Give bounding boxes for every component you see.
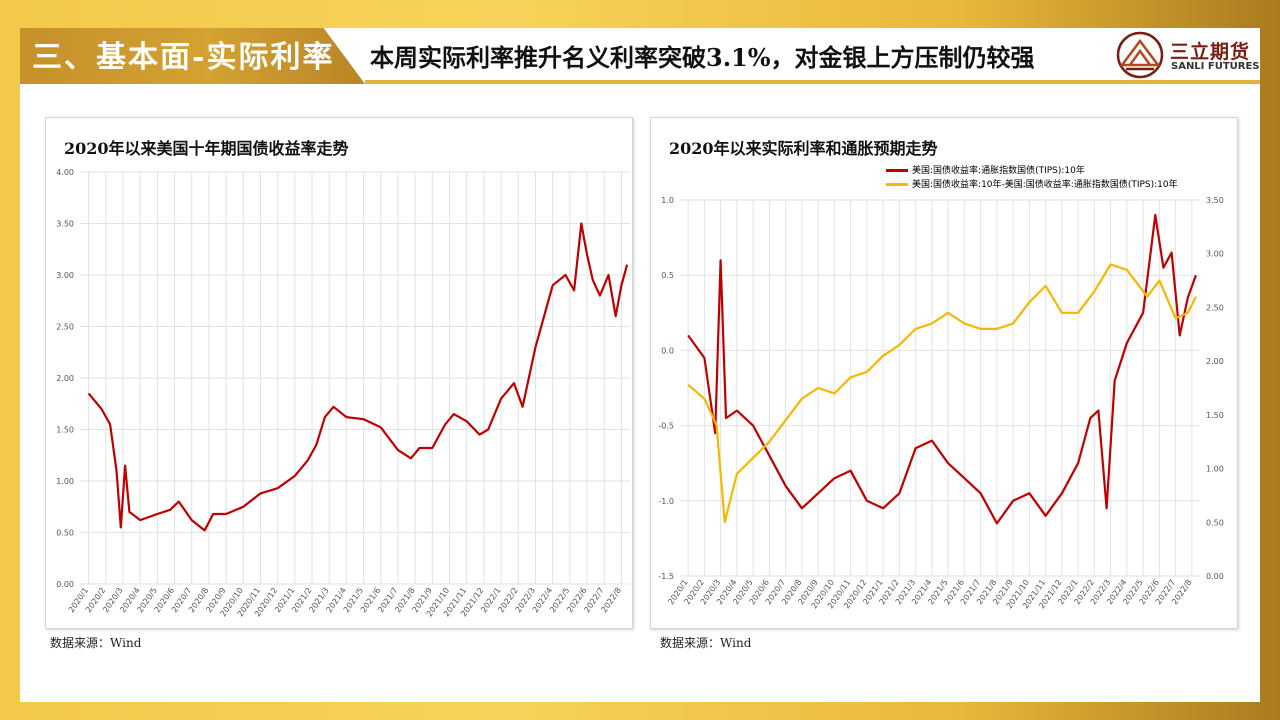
- section-tab: [20, 28, 365, 84]
- y-tick-label-left: -0.5: [658, 422, 674, 431]
- y-tick-label-right: 1.00: [1206, 465, 1224, 474]
- y-tick-label-right: 0.00: [1206, 572, 1224, 581]
- y-tick-label-right: 3.50: [1206, 196, 1224, 205]
- header-divider: [365, 80, 1260, 84]
- y-tick-label-right: 0.50: [1206, 518, 1224, 527]
- legend-label-tips: 美国:国债收益率:通胀指数国债(TIPS):10年: [912, 166, 1085, 176]
- y-tick-label: 2.50: [56, 323, 74, 332]
- chart-panel-real-rate: [650, 117, 1238, 629]
- logo-text-en: SANLI FUTURES: [1171, 61, 1260, 72]
- series-line-10y-yield: [87, 222, 629, 532]
- y-tick-label-left: -1.5: [658, 572, 674, 581]
- legend: 美国:国债收益率:通胀指数国债(TIPS):10年 美国:国债收益率:10年-美…: [886, 163, 1231, 191]
- company-logo: 三立期货 SANLI FUTURES: [1116, 31, 1260, 79]
- y-tick-label: 4.00: [56, 168, 74, 177]
- chart-title-10y-yield: 2020年以来美国十年期国债收益率走势: [64, 139, 349, 158]
- legend-item-breakeven: 美国:国债收益率:10年-美国:国债收益率:通胀指数国债(TIPS):10年: [886, 177, 1231, 191]
- section-title: 三、基本面-实际利率: [32, 40, 335, 75]
- y-tick-label: 1.00: [56, 477, 74, 486]
- y-tick-label-right: 1.50: [1206, 411, 1224, 420]
- y-tick-label: 3.00: [56, 271, 74, 280]
- legend-label-breakeven: 美国:国债收益率:10年-美国:国债收益率:通胀指数国债(TIPS):10年: [912, 180, 1178, 190]
- legend-swatch-gold: [886, 183, 908, 186]
- data-source-left: 数据来源：Wind: [50, 636, 142, 650]
- series-line-tips: [687, 213, 1197, 525]
- legend-item-tips: 美国:国债收益率:通胀指数国债(TIPS):10年: [886, 163, 1231, 177]
- y-tick-label-left: 1.0: [661, 196, 674, 205]
- chart-10y-yield: 0.000.501.001.502.002.503.003.504.002020…: [56, 168, 630, 618]
- y-tick-label-left: -1.0: [658, 497, 674, 506]
- series-line-breakeven: [687, 263, 1197, 524]
- y-tick-label: 0.00: [56, 580, 74, 589]
- y-tick-label-right: 3.00: [1206, 250, 1224, 259]
- y-tick-label: 3.50: [56, 220, 74, 229]
- headline: 本周实际利率推升名义利率突破3.1%，对金银上方压制仍较强: [370, 43, 1035, 72]
- sanli-logo-icon: [1116, 31, 1164, 79]
- y-tick-label-left: 0.5: [661, 271, 674, 280]
- y-tick-label-left: 0.0: [661, 346, 674, 355]
- legend-swatch-red: [886, 169, 908, 172]
- logo-text-cn: 三立期货: [1170, 41, 1251, 63]
- y-tick-label: 0.50: [56, 529, 74, 538]
- chart-real-rate-inflation: -1.5 -1.0 -0.5 0.0 0.5 1.0 0.00 0.50 1.00 1.50 2.0…: [658, 196, 1224, 610]
- data-source-right: 数据来源：Wind: [660, 636, 752, 650]
- y-tick-label-right: 2.50: [1206, 303, 1224, 312]
- y-tick-label-right: 2.00: [1206, 357, 1224, 366]
- y-tick-label: 2.00: [56, 374, 74, 383]
- chart-title-real-rate: 2020年以来实际利率和通胀预期走势: [669, 139, 938, 158]
- y-tick-label: 1.50: [56, 426, 74, 435]
